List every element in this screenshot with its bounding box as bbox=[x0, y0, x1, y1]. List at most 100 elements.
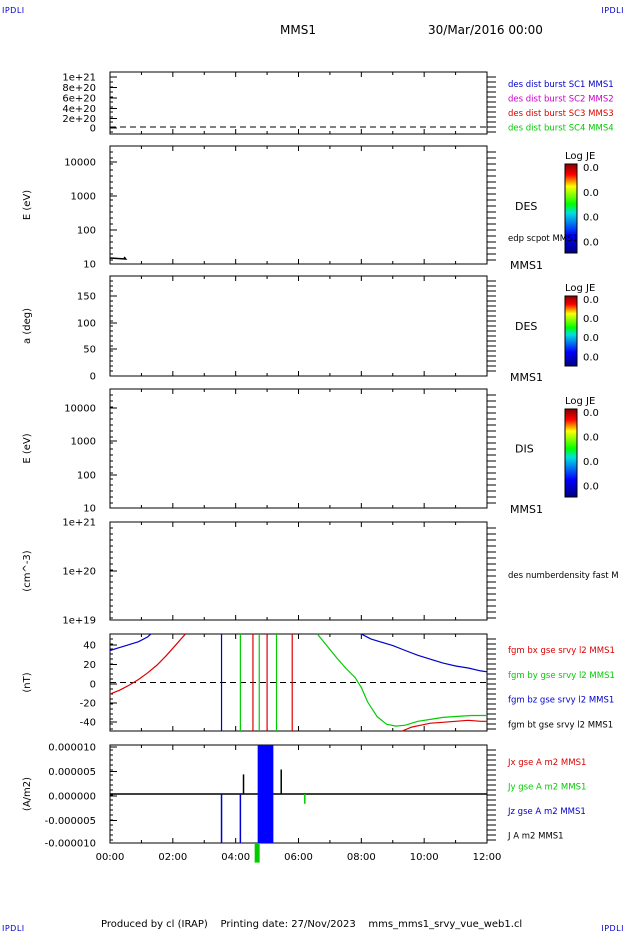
colorbar-value: 0.0 bbox=[583, 163, 599, 174]
corner-label-top-right: IPDLI bbox=[601, 6, 624, 15]
colorbar-value: 0.0 bbox=[583, 482, 599, 493]
legend-entry: Jy gse A m2 MMS1 bbox=[507, 783, 586, 793]
current-green-block bbox=[254, 843, 260, 863]
panel-frame bbox=[109, 71, 488, 135]
y-tick-label: 100 bbox=[77, 471, 96, 482]
colorbar-title: Log JE bbox=[565, 396, 595, 407]
x-tick-label: 08:00 bbox=[347, 852, 376, 863]
data-series-line bbox=[316, 633, 487, 727]
y-tick-label: 20 bbox=[83, 660, 96, 671]
spacecraft-label: MMS1 bbox=[510, 371, 543, 384]
corner-label-top-left: IPDLI bbox=[2, 6, 25, 15]
y-tick-label: 1000 bbox=[71, 437, 96, 448]
colorbar-value: 0.0 bbox=[583, 188, 599, 199]
y-axis-label: (cm^-3) bbox=[22, 550, 33, 591]
y-tick-label: 40 bbox=[83, 641, 96, 652]
x-tick-label: 04:00 bbox=[221, 852, 250, 863]
y-tick-label: 4e+20 bbox=[62, 104, 96, 115]
spacecraft-label: MMS1 bbox=[510, 503, 543, 516]
footer-filename: mms_mms1_srvy_vue_web1.cl bbox=[368, 919, 523, 930]
instrument-label: DIS bbox=[515, 443, 534, 456]
data-series-line bbox=[109, 633, 186, 695]
y-tick-label: 50 bbox=[83, 345, 96, 356]
y-axis-label: E (eV) bbox=[22, 433, 33, 463]
legend-entry: des dist burst SC4 MMS4 bbox=[508, 124, 614, 134]
data-series-line bbox=[401, 719, 487, 732]
x-tick-label: 02:00 bbox=[158, 852, 187, 863]
colorbar-title: Log JE bbox=[565, 283, 595, 294]
legend-entry: J A m2 MMS1 bbox=[507, 832, 564, 842]
legend-entry: Jz gse A m2 MMS1 bbox=[507, 807, 586, 817]
data-series-line bbox=[361, 633, 488, 673]
y-tick-label: 1e+19 bbox=[62, 616, 96, 627]
datetime-title: 30/Mar/2016 00:00 bbox=[428, 23, 543, 37]
spacecraft-label: MMS1 bbox=[510, 259, 543, 272]
y-tick-label: 2e+20 bbox=[62, 114, 96, 125]
instrument-label: DES bbox=[515, 320, 537, 333]
colorbar-value: 0.0 bbox=[583, 457, 599, 468]
colorbar-value: 0.0 bbox=[583, 295, 599, 306]
y-tick-label: 0 bbox=[90, 124, 96, 135]
panel-frame bbox=[109, 388, 488, 509]
produced-by: Produced by cl (IRAP) bbox=[101, 919, 208, 930]
y-tick-label: 150 bbox=[77, 292, 96, 303]
corner-label-bottom-left: IPDLI bbox=[2, 924, 25, 933]
y-tick-label: 0 bbox=[90, 680, 96, 691]
legend-entry: des numberdensity fast M bbox=[508, 571, 619, 581]
current-block bbox=[257, 745, 274, 843]
legend-entry: fgm by gse srvy l2 MMS1 bbox=[508, 671, 615, 681]
panel-frame bbox=[109, 521, 488, 621]
panel-frame bbox=[109, 145, 488, 265]
legend-entry: Jx gse A m2 MMS1 bbox=[507, 758, 586, 768]
printing-date: Printing date: 27/Nov/2023 bbox=[220, 919, 356, 930]
x-tick-label: 06:00 bbox=[284, 852, 313, 863]
corner-label-bottom-right: IPDLI bbox=[601, 924, 624, 933]
y-axis-label: (A/m2) bbox=[22, 777, 33, 811]
legend-entry: des dist burst SC1 MMS1 bbox=[508, 80, 614, 90]
y-tick-label: 0.000000 bbox=[48, 792, 96, 803]
y-tick-label: -40 bbox=[80, 718, 96, 729]
panel-frame bbox=[109, 275, 488, 377]
x-tick-label: 00:00 bbox=[96, 852, 125, 863]
y-tick-label: 10 bbox=[83, 504, 96, 515]
colorbar-value: 0.0 bbox=[583, 352, 599, 363]
y-tick-label: 100 bbox=[77, 226, 96, 237]
y-tick-label: 0 bbox=[90, 372, 96, 383]
spacecraft-title: MMS1 bbox=[280, 23, 316, 37]
y-tick-label: 10 bbox=[83, 260, 96, 271]
legend-entry: des dist burst SC3 MMS3 bbox=[508, 109, 614, 119]
legend-entry: fgm bz gse srvy l2 MMS1 bbox=[508, 696, 614, 706]
y-tick-label: 0.000005 bbox=[48, 767, 96, 778]
y-tick-label: 1e+21 bbox=[62, 518, 96, 529]
y-axis-label: E (eV) bbox=[22, 190, 33, 220]
y-tick-label: -0.000005 bbox=[45, 816, 96, 827]
x-tick-label: 12:00 bbox=[473, 852, 502, 863]
colorbar-value: 0.0 bbox=[583, 314, 599, 325]
legend-entry: fgm bx gse srvy l2 MMS1 bbox=[508, 646, 615, 656]
colorbar-value: 0.0 bbox=[583, 333, 599, 344]
x-tick-label: 10:00 bbox=[410, 852, 439, 863]
y-tick-label: 1e+21 bbox=[62, 73, 96, 84]
instrument-label: DES bbox=[515, 200, 537, 213]
colorbar-value: 0.0 bbox=[583, 238, 599, 249]
colorbar-value: 0.0 bbox=[583, 408, 599, 419]
data-series-line bbox=[109, 633, 152, 652]
overlay-label: edp scpot MMS1 bbox=[508, 234, 578, 244]
y-tick-label: 1000 bbox=[71, 192, 96, 203]
colorbar-value: 0.0 bbox=[583, 433, 599, 444]
y-tick-label: 1e+20 bbox=[62, 567, 96, 578]
y-tick-label: 10000 bbox=[64, 404, 96, 415]
y-axis-label: (nT) bbox=[22, 672, 33, 692]
y-tick-label: 8e+20 bbox=[62, 83, 96, 94]
scpot-series bbox=[109, 256, 128, 260]
y-tick-label: -0.000010 bbox=[45, 839, 96, 850]
colorbar bbox=[564, 408, 578, 498]
y-tick-label: 10000 bbox=[64, 158, 96, 169]
legend-entry: des dist burst SC2 MMS2 bbox=[508, 95, 614, 105]
colorbar-title: Log JE bbox=[565, 151, 595, 162]
legend-entry: fgm bt gse srvy l2 MMS1 bbox=[508, 720, 613, 730]
y-axis-label: a (deg) bbox=[22, 308, 33, 344]
y-tick-label: 6e+20 bbox=[62, 94, 96, 105]
y-tick-label: 0.000010 bbox=[48, 743, 96, 754]
